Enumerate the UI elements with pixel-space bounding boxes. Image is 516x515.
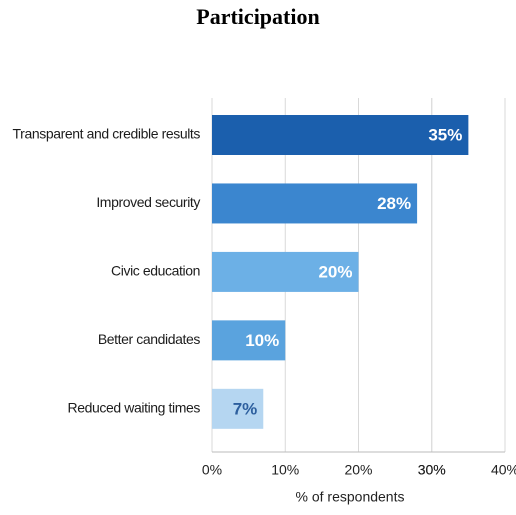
x-tick-label: 30% (418, 462, 446, 478)
x-tick-label: 30% (418, 462, 446, 478)
bar (212, 251, 359, 292)
y-tick-label: Improved security (96, 194, 200, 210)
value-label: 35% (428, 125, 462, 144)
y-tick-label: Civic education (111, 263, 200, 279)
y-tick-label: Reduced waiting times (68, 400, 201, 416)
y-tick-label: Transparent and credible results (13, 126, 201, 142)
value-label: 7% (233, 399, 258, 418)
value-label: 28% (377, 194, 411, 213)
chart-title: Participation (196, 4, 319, 29)
x-tick-label: 40% (491, 462, 516, 478)
bar (212, 183, 418, 224)
x-tick-label: 0% (202, 462, 222, 478)
value-label: 20% (318, 262, 352, 281)
x-tick-label: 20% (344, 462, 372, 478)
y-tick-label: Better candidates (98, 331, 201, 347)
bar (212, 115, 469, 155)
x-axis-label: % of respondents (296, 489, 405, 505)
bar (212, 320, 286, 361)
bar (212, 388, 264, 429)
x-tick-label: 10% (271, 462, 299, 478)
value-label: 10% (245, 331, 279, 350)
